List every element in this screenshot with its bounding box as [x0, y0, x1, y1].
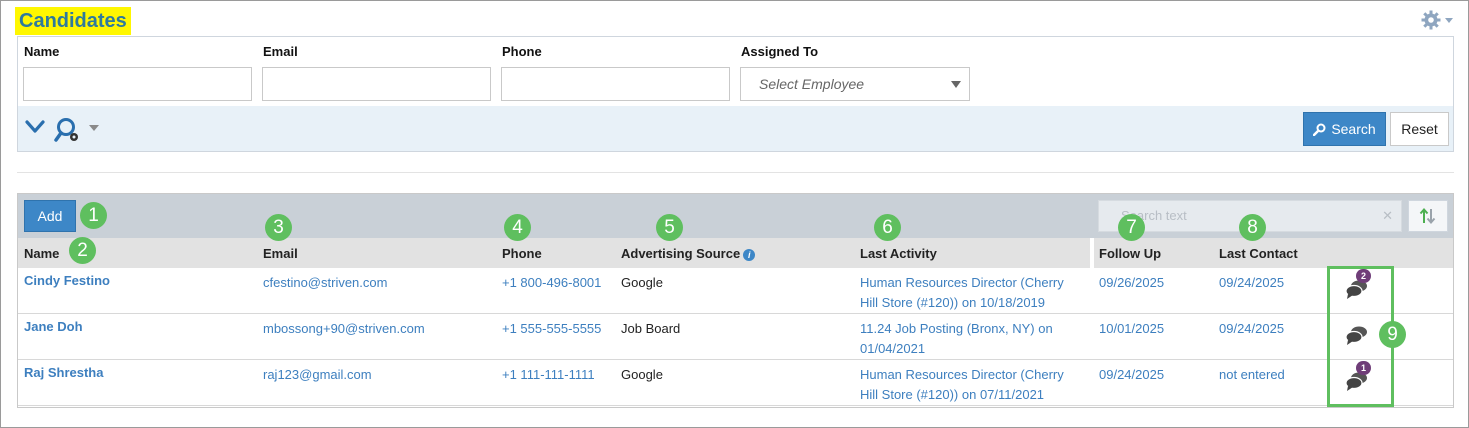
candidate-source: Google — [621, 367, 663, 382]
grid-toolbar: Add Search text ✕ — [18, 194, 1453, 238]
chat-bubbles-icon[interactable] — [1344, 370, 1370, 392]
reset-button[interactable]: Reset — [1390, 112, 1449, 146]
filter-panel: Name Email Phone Assigned To Select Empl… — [17, 36, 1454, 152]
assigned-filter-label: Assigned To — [741, 44, 819, 59]
column-header-email[interactable]: Email — [263, 246, 298, 261]
column-header-follow-up[interactable]: Follow Up — [1099, 246, 1162, 261]
activity-line-2: Hill Store (#120)) on 10/18/2019 — [860, 295, 1046, 310]
candidates-grid: Add Search text ✕ Name Email Phone Adver… — [17, 193, 1454, 408]
gear-icon[interactable] — [1421, 10, 1441, 30]
settings-caret-icon[interactable] — [1445, 17, 1453, 23]
table-row: Cindy Festino cfestino@striven.com +1 80… — [18, 268, 1453, 314]
email-filter-input[interactable] — [262, 67, 491, 101]
name-filter-label: Name — [24, 44, 60, 59]
column-header-name[interactable]: Name — [24, 246, 60, 261]
annotation-marker-6: 6 — [874, 214, 901, 241]
candidate-last-contact-link[interactable]: 09/24/2025 — [1219, 321, 1285, 336]
assigned-employee-placeholder: Select Employee — [759, 76, 865, 92]
annotation-marker-2: 2 — [69, 237, 96, 264]
activity-line-1: Human Resources Director (Cherry — [860, 275, 1064, 290]
name-filter-input[interactable] — [23, 67, 252, 101]
grid-header-row: Name Email Phone Advertising Source i Las… — [18, 238, 1453, 268]
activity-line-1: Human Resources Director (Cherry — [860, 367, 1064, 382]
annotation-marker-7: 7 — [1118, 214, 1145, 241]
header-gap — [1090, 238, 1094, 268]
candidate-source: Google — [621, 275, 663, 290]
candidate-phone-link[interactable]: +1 111-111-1111 — [502, 367, 595, 382]
column-header-source-label: Advertising Source — [621, 246, 741, 261]
candidate-follow-up-link[interactable]: 10/01/2025 — [1099, 321, 1165, 336]
candidate-name-link[interactable]: Cindy Festino — [24, 273, 110, 288]
column-header-activity[interactable]: Last Activity — [860, 246, 937, 261]
candidate-email-link[interactable]: mbossong+90@striven.com — [263, 321, 425, 336]
candidate-activity-link[interactable]: Human Resources Director (Cherry Hill St… — [860, 365, 1064, 405]
candidate-activity-link[interactable]: Human Resources Director (Cherry Hill St… — [860, 273, 1064, 313]
chat-bubbles-icon[interactable] — [1344, 278, 1370, 300]
comment-count-badge: 1 — [1356, 361, 1371, 375]
candidate-activity-link[interactable]: 11.24 Job Posting (Bronx, NY) on 01/04/2… — [860, 319, 1053, 359]
candidate-email-link[interactable]: cfestino@striven.com — [263, 275, 388, 290]
column-header-source[interactable]: Advertising Source i — [621, 238, 756, 268]
candidate-last-contact-link[interactable]: not entered — [1219, 367, 1285, 382]
candidate-follow-up-link[interactable]: 09/24/2025 — [1099, 367, 1165, 382]
table-row: Raj Shrestha raj123@gmail.com +1 111-111… — [18, 360, 1453, 406]
annotation-marker-1: 1 — [80, 202, 107, 229]
candidate-last-contact-link[interactable]: 09/24/2025 — [1219, 275, 1285, 290]
settings-menu[interactable] — [1421, 10, 1457, 30]
sort-arrows-icon — [1419, 207, 1436, 225]
activity-line-2: Hill Store (#120)) on 07/11/2021 — [860, 387, 1045, 402]
comment-count-badge: 2 — [1356, 269, 1371, 283]
assigned-employee-select[interactable]: Select Employee — [740, 67, 970, 101]
activity-line-1: 11.24 Job Posting (Bronx, NY) on — [860, 321, 1053, 336]
candidate-name-link[interactable]: Jane Doh — [24, 319, 83, 334]
email-filter-label: Email — [263, 44, 298, 59]
phone-filter-label: Phone — [502, 44, 542, 59]
table-row: Jane Doh mbossong+90@striven.com +1 555-… — [18, 314, 1453, 360]
search-button[interactable]: Search — [1303, 112, 1386, 146]
candidate-follow-up-link[interactable]: 09/26/2025 — [1099, 275, 1165, 290]
candidate-email-link[interactable]: raj123@gmail.com — [263, 367, 372, 382]
chevron-down-icon[interactable] — [24, 119, 46, 135]
select-caret-icon — [951, 81, 961, 88]
column-header-last-contact[interactable]: Last Contact — [1219, 246, 1298, 261]
search-gear-icon[interactable] — [54, 117, 82, 145]
annotation-marker-8: 8 — [1239, 214, 1266, 241]
candidate-name-link[interactable]: Raj Shrestha — [24, 365, 104, 380]
sort-button[interactable] — [1408, 200, 1448, 232]
annotation-marker-4: 4 — [504, 214, 531, 241]
candidate-phone-link[interactable]: +1 800-496-8001 — [502, 275, 602, 290]
activity-line-2: 01/04/2021 — [860, 341, 926, 356]
search-button-label: Search — [1331, 121, 1376, 137]
column-header-phone[interactable]: Phone — [502, 246, 542, 261]
candidate-source: Job Board — [621, 321, 681, 336]
chat-bubbles-icon[interactable] — [1344, 324, 1370, 346]
candidate-phone-link[interactable]: +1 555-555-5555 — [502, 321, 602, 336]
phone-filter-input[interactable] — [501, 67, 730, 101]
filter-action-bar: Search Reset — [18, 106, 1453, 151]
section-divider — [17, 172, 1454, 173]
clear-search-icon[interactable]: ✕ — [1382, 208, 1393, 223]
page-title: Candidates — [15, 7, 131, 35]
info-icon[interactable]: i — [743, 249, 756, 261]
annotation-marker-3: 3 — [265, 214, 292, 241]
magnifier-icon — [1313, 123, 1326, 136]
add-candidate-button[interactable]: Add — [24, 200, 76, 232]
advanced-search-caret-icon[interactable] — [89, 125, 99, 131]
annotation-marker-9: 9 — [1379, 321, 1406, 348]
annotation-marker-5: 5 — [656, 214, 683, 241]
